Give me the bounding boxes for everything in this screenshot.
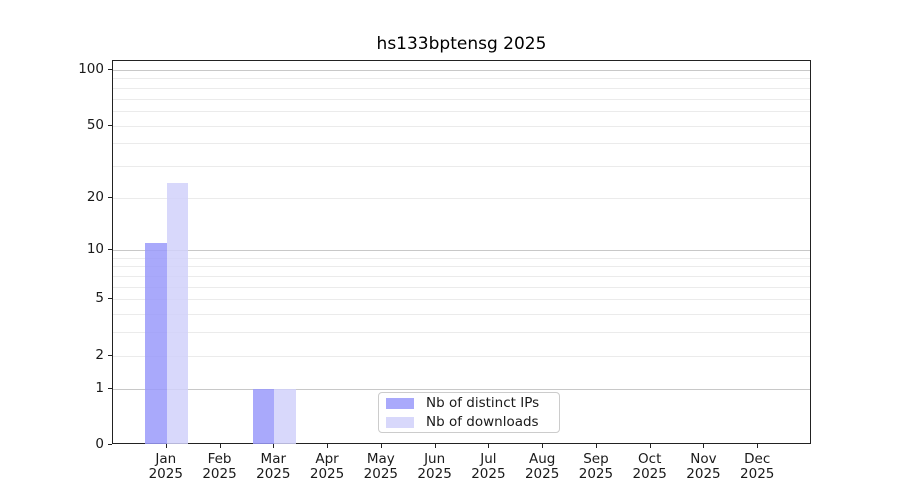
y-tick-mark <box>108 196 112 198</box>
x-tick-label: Jan 2025 <box>126 452 206 482</box>
gridline-minor <box>113 197 810 199</box>
y-tick-label: 100 <box>78 61 104 77</box>
x-tick-month: Jan <box>155 451 177 467</box>
x-tick-mark <box>703 444 705 448</box>
legend-label: Nb of distinct IPs <box>426 395 540 411</box>
x-tick-label: Apr 2025 <box>287 452 367 482</box>
y-tick-label: 20 <box>86 188 104 205</box>
gridline-minor <box>113 143 810 145</box>
x-tick-label: May 2025 <box>341 452 421 482</box>
chart-title: hs133bptensg 2025 <box>376 34 547 54</box>
x-tick-month: Sep <box>583 451 609 467</box>
x-tick-label: Nov 2025 <box>663 452 743 482</box>
x-tick-mark <box>165 444 167 448</box>
x-tick-label: Dec 2025 <box>717 452 797 482</box>
legend-swatch-distinct-ips <box>386 397 414 409</box>
x-tick-month: Aug <box>528 451 556 467</box>
x-tick-label: Mar 2025 <box>233 452 313 482</box>
gridline-minor <box>113 266 810 268</box>
x-tick-month: Mar <box>260 451 287 467</box>
legend-label: Nb of downloads <box>426 414 539 430</box>
x-tick-year: 2025 <box>256 466 291 482</box>
x-tick-year: 2025 <box>417 466 452 482</box>
y-tick-mark <box>108 69 112 70</box>
y-tick-mark <box>108 298 112 300</box>
gridline-minor <box>113 165 810 167</box>
bar-nb-of-downloads <box>166 183 189 444</box>
x-tick-label: Jun 2025 <box>395 452 475 482</box>
gridline-major <box>113 250 810 252</box>
x-tick-mark <box>542 444 544 448</box>
x-tick-label: Oct 2025 <box>610 452 690 482</box>
x-tick-label: Feb 2025 <box>180 452 260 482</box>
y-tick-mark <box>108 354 112 356</box>
x-tick-year: 2025 <box>578 466 614 482</box>
y-tick-label: 10 <box>86 241 104 258</box>
x-tick-mark <box>273 444 275 448</box>
x-tick-year: 2025 <box>632 466 667 482</box>
gridline-minor <box>113 78 810 80</box>
gridline-minor <box>113 299 810 301</box>
x-tick-mark <box>434 444 436 448</box>
gridline-minor <box>113 87 810 89</box>
x-tick-mark <box>488 444 490 448</box>
x-tick-year: 2025 <box>363 466 399 482</box>
x-tick-year: 2025 <box>471 466 506 482</box>
x-tick-month: Jul <box>480 451 497 467</box>
gridline-minor <box>113 286 810 288</box>
gridline-major <box>113 70 810 71</box>
x-tick-year: 2025 <box>686 466 721 482</box>
gridline-minor <box>113 355 810 357</box>
y-tick-mark <box>108 124 112 126</box>
x-tick-label: Jul 2025 <box>448 452 528 482</box>
gridline-minor <box>113 276 810 278</box>
x-tick-month: Dec <box>744 451 771 467</box>
y-tick-label: 0 <box>95 436 104 452</box>
x-tick-year: 2025 <box>202 466 237 482</box>
x-tick-mark <box>327 444 329 448</box>
y-tick-mark <box>108 387 112 389</box>
y-tick-mark <box>108 444 112 445</box>
bar-nb-of-downloads <box>274 388 296 444</box>
x-tick-label: Aug 2025 <box>502 452 582 482</box>
x-tick-month: Nov <box>690 451 717 467</box>
gridline-minor <box>113 257 810 259</box>
gridline-major <box>113 388 810 390</box>
legend-row: Nb of downloads <box>386 414 551 430</box>
bar-nb-of-distinct-ips <box>252 388 275 444</box>
x-tick-mark <box>219 444 221 448</box>
y-tick-label: 5 <box>95 290 104 307</box>
plot-area <box>112 60 811 444</box>
x-tick-mark <box>380 444 382 448</box>
y-tick-label: 50 <box>86 116 104 133</box>
gridline-minor <box>113 98 810 100</box>
gridline-minor <box>113 332 810 334</box>
x-tick-mark <box>649 444 651 448</box>
gridline-minor <box>113 125 810 127</box>
bar-nb-of-distinct-ips <box>145 243 167 444</box>
legend: Nb of distinct IPs Nb of downloads <box>378 392 560 433</box>
x-tick-month: Oct <box>638 451 662 467</box>
x-tick-month: Jun <box>424 451 446 467</box>
legend-swatch-downloads <box>386 416 414 428</box>
gridline-minor <box>113 110 810 112</box>
y-tick-label: 1 <box>95 379 104 396</box>
y-tick-mark <box>108 249 112 251</box>
x-tick-month: Apr <box>315 451 339 467</box>
x-tick-month: Feb <box>207 451 232 467</box>
x-tick-label: Sep 2025 <box>556 452 636 482</box>
x-tick-year: 2025 <box>524 466 560 482</box>
x-tick-month: May <box>366 451 395 467</box>
y-tick-label: 2 <box>95 346 104 363</box>
x-tick-mark <box>757 444 759 448</box>
x-tick-year: 2025 <box>309 466 345 482</box>
gridline-minor <box>113 314 810 316</box>
x-tick-mark <box>595 444 597 448</box>
x-tick-year: 2025 <box>740 466 775 482</box>
legend-row: Nb of distinct IPs <box>386 395 551 411</box>
x-tick-year: 2025 <box>148 466 183 482</box>
